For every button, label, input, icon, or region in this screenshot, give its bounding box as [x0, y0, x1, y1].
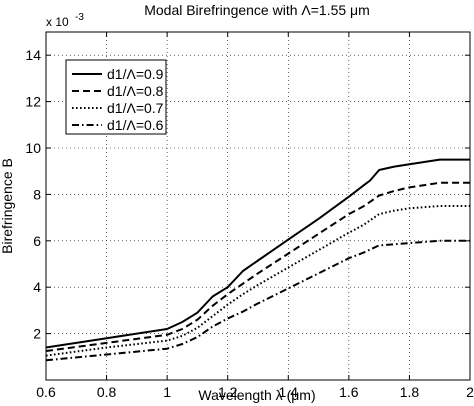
legend-label-3: d1/Λ=0.7	[107, 100, 164, 116]
x-axis-title: Wavelength λ (μm)	[198, 387, 315, 403]
x-tick-label: 0.6	[36, 384, 56, 400]
plot-area-frame	[45, 31, 471, 381]
series-line-1	[45, 158, 470, 349]
y-tick-label: 4	[33, 279, 41, 295]
y-tick-label: 12	[25, 94, 41, 110]
y-tick-label: 14	[25, 47, 41, 63]
y-multiplier: x 10 -3	[46, 12, 84, 29]
y-tick-label: 6	[33, 233, 41, 249]
y-multiplier-base: x 10	[46, 15, 69, 29]
x-tick-label: 1.4	[279, 384, 299, 400]
y-tick-labels: 2 4 6 8 10 12 14	[25, 47, 41, 341]
legend-box	[65, 59, 167, 135]
x-tick-label: 1	[163, 384, 171, 400]
series-lines	[45, 158, 470, 362]
x-tick-labels: 0.6 0.8 1 1.2 1.4 1.6 1.8 2	[36, 384, 474, 400]
grid-lines	[46, 32, 470, 380]
x-tick-label: 2	[466, 384, 474, 400]
chart-title: Modal Birefringence with Λ=1.55 μm	[144, 2, 370, 18]
series-line-3	[45, 205, 470, 357]
y-tick-label: 10	[25, 140, 41, 156]
axis-ticks	[45, 32, 471, 380]
legend-label-4: d1/Λ=0.6	[107, 117, 164, 133]
x-tick-label: 0.8	[97, 384, 117, 400]
x-tick-label: 1.2	[218, 384, 238, 400]
legend-label-2: d1/Λ=0.8	[107, 83, 164, 99]
y-multiplier-exponent: -3	[75, 12, 84, 23]
y-tick-label: 8	[33, 186, 41, 202]
legend: d1/Λ=0.9d1/Λ=0.8d1/Λ=0.7d1/Λ=0.6	[65, 59, 167, 135]
series-line-2	[45, 181, 470, 352]
y-tick-label: 2	[33, 326, 41, 342]
x-tick-label: 1.8	[400, 384, 420, 400]
series-line-4	[45, 239, 470, 362]
y-axis-title: Birefringence B	[0, 158, 15, 254]
x-tick-label: 1.6	[339, 384, 359, 400]
legend-label-1: d1/Λ=0.9	[107, 66, 164, 82]
